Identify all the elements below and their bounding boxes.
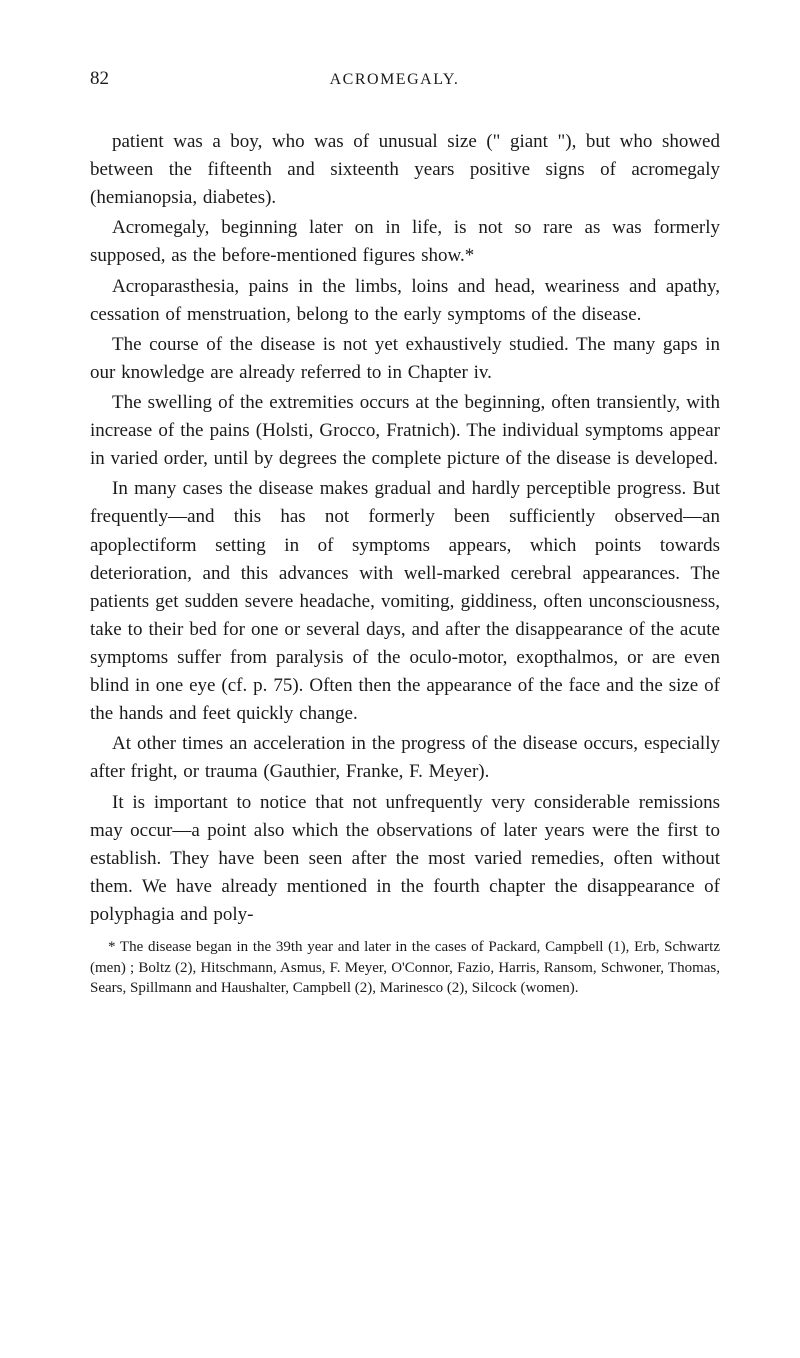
paragraph: Acroparasthesia, pains in the limbs, loi… (90, 273, 720, 329)
page-container: 82 ACROMEGALY. patient was a boy, who wa… (0, 0, 800, 1358)
paragraph: In many cases the disease makes gradual … (90, 475, 720, 728)
paragraph: patient was a boy, who was of unusual si… (90, 128, 720, 212)
paragraph: The course of the disease is not yet exh… (90, 331, 720, 387)
paragraph: The swelling of the extremities occurs a… (90, 389, 720, 473)
page-title: ACROMEGALY. (109, 71, 680, 89)
paragraph: It is important to notice that not unfre… (90, 789, 720, 930)
paragraph: Acromegaly, beginning later on in life, … (90, 214, 720, 270)
page-number: 82 (90, 68, 109, 90)
page-header: 82 ACROMEGALY. (90, 68, 720, 90)
body-text: patient was a boy, who was of unusual si… (90, 128, 720, 929)
footnote: * The disease began in the 39th year and… (90, 937, 720, 999)
paragraph: At other times an acceleration in the pr… (90, 730, 720, 786)
